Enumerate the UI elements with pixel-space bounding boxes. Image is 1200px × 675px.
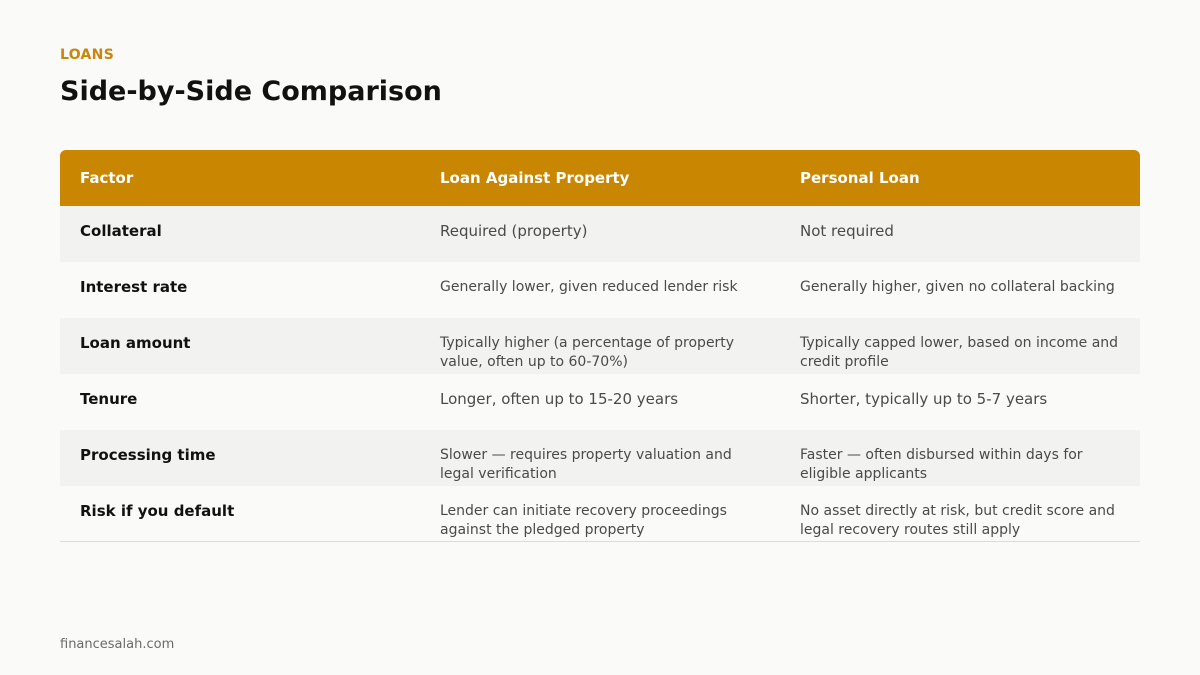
table-header: Factor Loan Against Property Personal Lo… — [60, 150, 1140, 206]
factor-cell: Processing time — [80, 446, 216, 464]
personal-cell: Faster — often disbursed within days for… — [800, 447, 1083, 482]
header-loan-against-property: Loan Against Property — [440, 169, 630, 187]
lap-cell: Generally lower, given reduced lender ri… — [440, 279, 738, 295]
table-row: Risk if you default Lender can initiate … — [60, 486, 1140, 542]
header-factor: Factor — [80, 169, 134, 187]
table-row: Loan amount Typically higher (a percenta… — [60, 318, 1140, 374]
factor-cell: Loan amount — [80, 334, 191, 352]
factor-cell: Tenure — [80, 390, 138, 408]
table-row: Tenure Longer, often up to 15-20 years S… — [60, 374, 1140, 430]
table-row: Collateral Required (property) Not requi… — [60, 206, 1140, 262]
table-row: Processing time Slower — requires proper… — [60, 430, 1140, 486]
personal-cell: Generally higher, given no collateral ba… — [800, 279, 1115, 295]
lap-cell: Required (property) — [440, 222, 588, 240]
personal-cell: Shorter, typically up to 5-7 years — [800, 390, 1048, 408]
table-row: Interest rate Generally lower, given red… — [60, 262, 1140, 318]
personal-cell: No asset directly at risk, but credit sc… — [800, 503, 1115, 538]
lap-cell: Slower — requires property valuation and… — [440, 447, 732, 482]
lap-cell: Lender can initiate recovery proceedings… — [440, 503, 727, 538]
personal-cell: Not required — [800, 222, 894, 240]
lap-cell: Typically higher (a percentage of proper… — [440, 335, 735, 370]
page-title: Side-by-Side Comparison — [60, 76, 442, 107]
factor-cell: Interest rate — [80, 278, 188, 296]
lap-cell: Longer, often up to 15-20 years — [440, 390, 679, 408]
personal-cell: Typically capped lower, based on income … — [800, 335, 1119, 370]
header-personal-loan: Personal Loan — [800, 169, 920, 187]
footer-source: financesalah.com — [60, 637, 175, 652]
section-label: LOANS — [60, 47, 115, 63]
factor-cell: Risk if you default — [80, 502, 235, 520]
comparison-table: Factor Loan Against Property Personal Lo… — [60, 150, 1140, 542]
factor-cell: Collateral — [80, 222, 162, 240]
